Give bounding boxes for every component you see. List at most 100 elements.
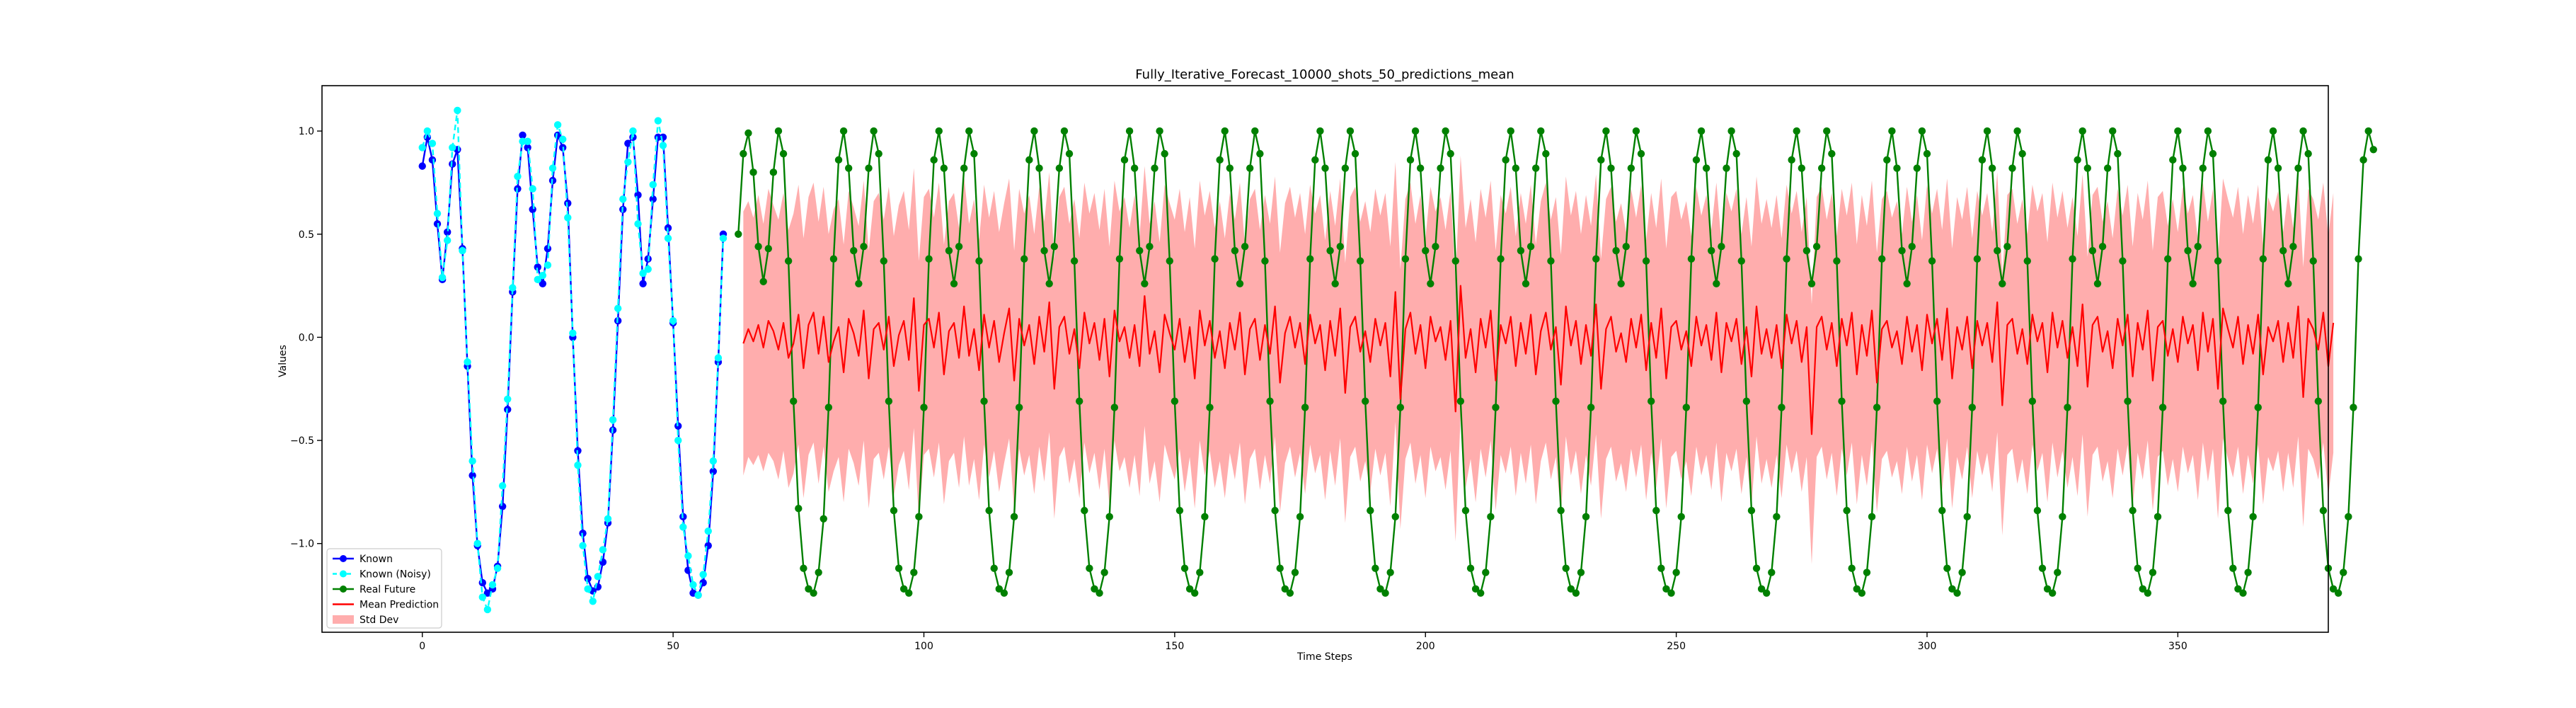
known-noisy-point [449, 144, 456, 152]
real-future-point [1341, 164, 1350, 172]
real-future-point [1442, 127, 1449, 135]
real-future-point [2264, 156, 2272, 164]
real-future-point [1086, 564, 1093, 572]
real-future-point [2294, 164, 2302, 172]
real-future-point [1798, 164, 1806, 172]
real-future-point [2109, 127, 2117, 135]
real-future-point [824, 404, 833, 411]
x-tick-label: 350 [2168, 641, 2187, 652]
real-future-point [1096, 589, 1103, 597]
real-future-point [1727, 127, 1735, 135]
real-future-point [860, 243, 868, 251]
real-future-point [2129, 506, 2137, 515]
real-future-point [945, 246, 953, 255]
known-noisy-point [544, 261, 552, 269]
real-future-point [2038, 564, 2047, 572]
known-point [659, 133, 667, 142]
real-future-point [1296, 513, 1304, 521]
real-future-point [1802, 246, 1811, 255]
real-future-point [1416, 164, 1425, 172]
real-future-point [1076, 397, 1083, 405]
real-future-point [1968, 404, 1976, 411]
legend-label: Real Future [360, 584, 415, 595]
real-future-point [890, 506, 898, 515]
real-future-point [1893, 164, 1901, 172]
real-future-point [2189, 280, 2197, 287]
legend-box [326, 548, 442, 629]
real-future-point [1161, 149, 1168, 158]
real-future-point [1411, 127, 1420, 135]
real-future-point [2043, 585, 2052, 593]
real-future-point [1612, 246, 1620, 255]
real-future-point [875, 149, 882, 158]
known-point [483, 589, 492, 597]
real-future-point [2154, 513, 2162, 521]
real-future-point [1261, 257, 1269, 265]
real-future-point [1557, 506, 1565, 515]
real-future-point [1091, 585, 1098, 593]
real-future-point [839, 127, 848, 135]
real-future-point [2124, 397, 2132, 405]
known-point [529, 205, 536, 213]
real-future-point [1060, 127, 1069, 135]
x-tick-label: 100 [914, 641, 933, 652]
real-future-point [1276, 564, 1284, 572]
real-future-point [1000, 589, 1008, 597]
known-noisy-point [719, 234, 728, 242]
real-future-point [1552, 397, 1560, 405]
real-future-point [935, 127, 943, 135]
real-future-point [1918, 127, 1926, 135]
real-future-point [2119, 257, 2127, 265]
real-future-point [2199, 164, 2207, 172]
real-future-point [1768, 569, 1776, 576]
real-future-point [2239, 589, 2247, 597]
real-future-point [1231, 246, 1239, 255]
real-future-point [1562, 564, 1570, 572]
real-future-point [815, 569, 822, 576]
y-tick-label: 0.0 [299, 332, 314, 343]
real-future-point [920, 404, 928, 411]
known-noisy-point [548, 164, 557, 172]
real-future-point [1432, 243, 1439, 251]
known-point [478, 578, 486, 587]
known-noisy-point [614, 304, 622, 312]
x-tick-label: 250 [1667, 641, 1686, 652]
real-future-point [2059, 513, 2066, 521]
real-future-point [2359, 156, 2367, 164]
real-future-point [1597, 156, 1605, 164]
real-future-point [1807, 280, 1816, 287]
real-future-point [2033, 506, 2042, 515]
known-noisy-point [428, 139, 437, 147]
real-future-point [810, 589, 817, 597]
real-future-point [1642, 257, 1650, 265]
real-future-point [1577, 569, 1585, 576]
real-future-point [2144, 589, 2152, 597]
real-future-point [1005, 569, 1013, 576]
real-future-point [1848, 564, 1856, 572]
y-axis-label: Values [277, 345, 289, 377]
real-future-point [995, 585, 1004, 593]
known-noisy-point [498, 481, 507, 490]
real-future-point [925, 255, 933, 263]
known-noisy-point [674, 436, 682, 445]
real-future-point [910, 569, 918, 576]
real-future-point [774, 127, 783, 135]
known-noisy-point [604, 515, 612, 523]
real-future-point [965, 127, 973, 135]
known-noisy-point [659, 142, 667, 149]
real-future-point [2114, 149, 2122, 158]
real-future-point [1898, 246, 1906, 255]
real-future-point [2340, 569, 2347, 576]
real-future-point [2204, 127, 2212, 135]
real-future-point [870, 127, 878, 135]
real-future-point [764, 244, 772, 253]
y-tick-label: −1.0 [290, 539, 314, 550]
real-future-point [1146, 243, 1154, 251]
real-future-point [2184, 246, 2192, 255]
known-noisy-point [524, 137, 531, 145]
real-future-point [735, 230, 742, 238]
real-future-point [1542, 149, 1550, 158]
real-future-point [1456, 397, 1465, 405]
real-future-point [1120, 156, 1129, 164]
real-future-point [1507, 127, 1514, 135]
